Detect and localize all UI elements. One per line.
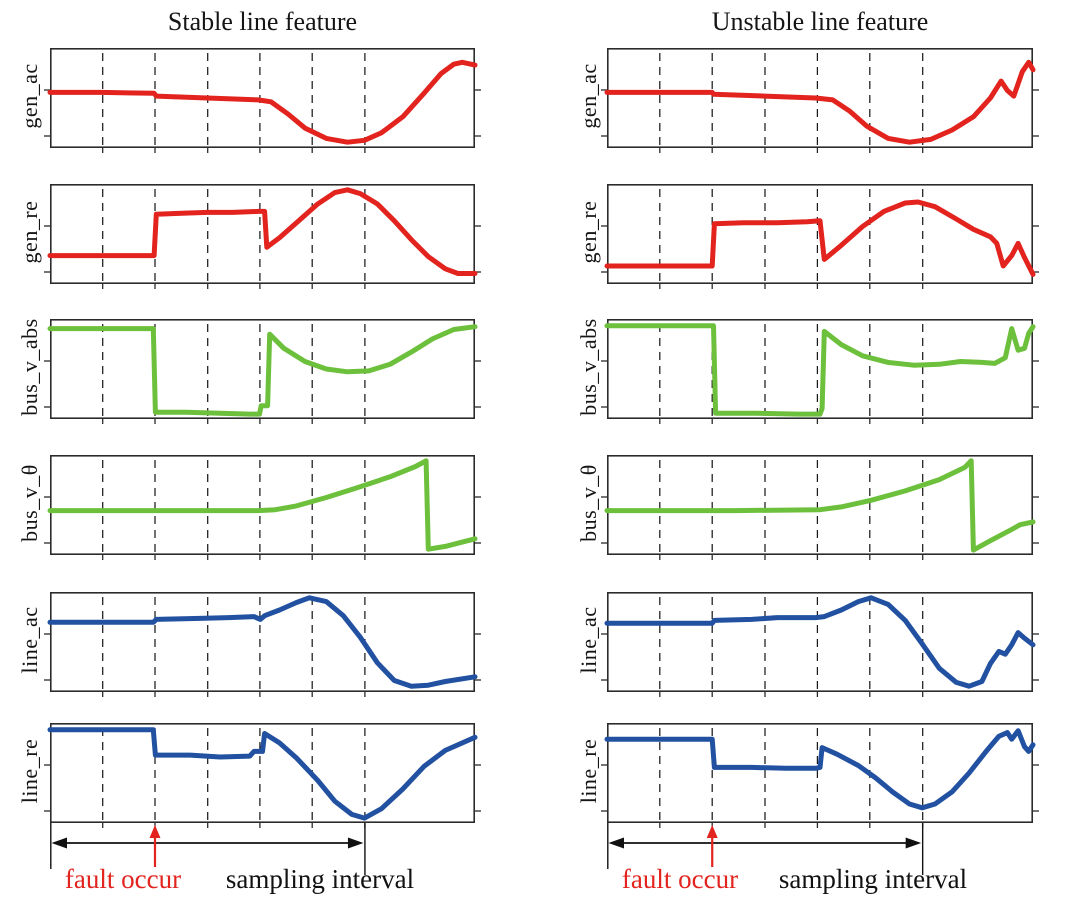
subplot-stable-gen-ac — [44, 48, 481, 153]
sampling-interval-label-stable: sampling interval — [225, 864, 415, 894]
annotation-arrows-unstable — [607, 823, 924, 875]
subplot-canvas — [44, 184, 481, 289]
signal-curve — [47, 59, 478, 145]
subplot-unstable-gen-ac — [601, 48, 1039, 153]
signal-curve — [47, 324, 478, 417]
subplot-canvas — [44, 455, 481, 560]
axis-frame — [607, 184, 1033, 285]
sampling-interval-label-unstable: sampling interval — [778, 864, 968, 894]
signal-curve — [604, 595, 1036, 689]
axis-frame — [50, 592, 475, 693]
subplot-stable-line-ac — [44, 592, 481, 697]
subplot-canvas — [44, 723, 481, 828]
arrowhead-right-icon — [905, 837, 922, 849]
axis-frame — [50, 723, 475, 824]
subplot-stable-gen-re — [44, 184, 481, 289]
signal-curve — [47, 458, 478, 552]
signal-curve — [47, 727, 478, 821]
axis-frame — [50, 319, 475, 420]
subplot-canvas — [44, 592, 481, 697]
signal-curve — [47, 595, 478, 689]
subplot-stable-bus-v-abs — [44, 319, 481, 424]
subplot-canvas — [601, 48, 1039, 153]
subplot-unstable-line-re — [601, 723, 1039, 828]
fault-occur-label-stable: fault occur — [64, 864, 182, 894]
signal-curve — [604, 458, 1036, 553]
axis-frame — [50, 184, 475, 285]
arrowhead-right-icon — [347, 837, 364, 849]
y-axis-label: line_re — [17, 738, 42, 804]
subplot-unstable-bus-v-abs — [601, 319, 1039, 424]
subplot-unstable-bus-v-- — [601, 455, 1039, 560]
fault-occur-label-unstable: fault occur — [621, 864, 739, 894]
subplot-unstable-gen-re — [601, 184, 1039, 289]
fault-arrowhead-icon — [706, 825, 718, 838]
subplot-canvas — [44, 319, 481, 424]
subplot-stable-line-re — [44, 723, 481, 828]
column-title-unstable: Unstable line feature — [711, 7, 929, 36]
column-title-stable: Stable line feature — [167, 7, 358, 36]
subplot-canvas — [44, 48, 481, 153]
subplot-canvas — [601, 455, 1039, 560]
axis-frame — [50, 455, 475, 556]
axis-frame — [50, 48, 475, 149]
subplot-canvas — [601, 723, 1039, 828]
arrowhead-left-icon — [51, 837, 67, 849]
signal-curve — [604, 199, 1036, 277]
subplot-stable-bus-v-- — [44, 455, 481, 560]
axis-frame — [607, 592, 1033, 693]
subplot-unstable-line-ac — [601, 592, 1039, 697]
signal-curve — [604, 728, 1036, 811]
annotation-arrows-stable — [50, 823, 366, 875]
signal-curve — [604, 323, 1036, 417]
signal-curve — [604, 59, 1036, 145]
y-axis-label: line_re — [576, 738, 601, 804]
axis-frame — [607, 455, 1033, 556]
signal-curve — [47, 187, 478, 276]
arrowhead-left-icon — [608, 837, 624, 849]
subplot-canvas — [601, 319, 1039, 424]
subplot-canvas — [601, 184, 1039, 289]
fault-arrowhead-icon — [149, 825, 161, 838]
axis-frame — [607, 723, 1033, 824]
axis-frame — [607, 319, 1033, 420]
axis-frame — [607, 48, 1033, 149]
subplot-canvas — [601, 592, 1039, 697]
